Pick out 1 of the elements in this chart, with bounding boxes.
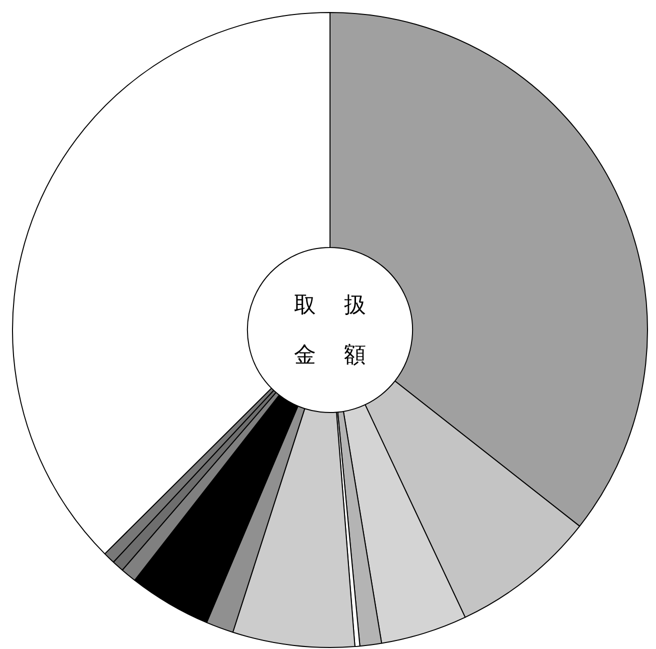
chart-title: 取扱金額 (294, 292, 366, 367)
